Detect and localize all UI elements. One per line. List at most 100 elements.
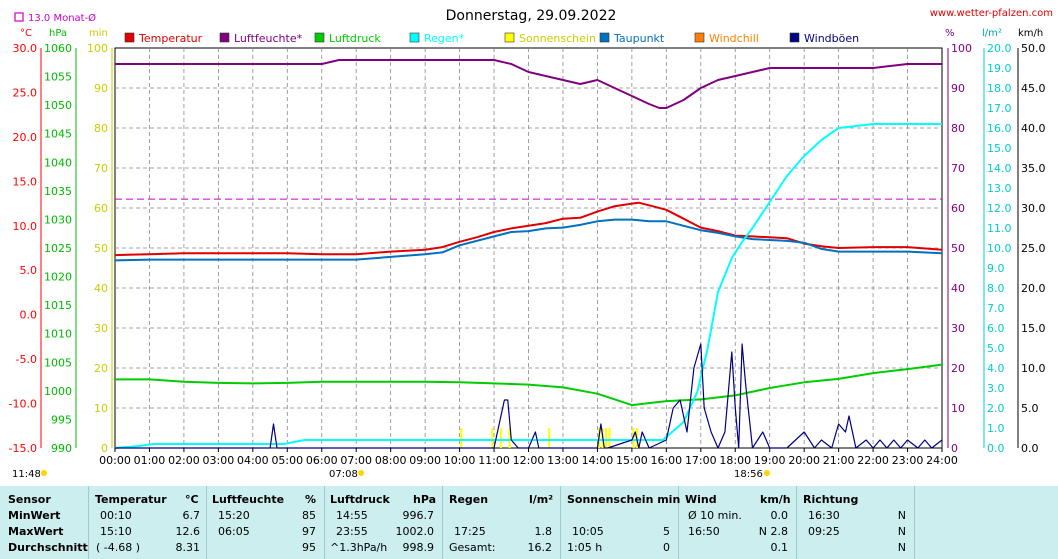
header-rain-unit: l/m²	[529, 493, 554, 506]
wind-tick-label: 30.0	[1021, 202, 1046, 215]
weather-chart: Donnerstag, 29.09.2022 www.wetter-pfalze…	[8, 8, 1053, 480]
humidity-tick-label: 30	[951, 322, 965, 335]
x-axis: 00:00 01:00 02:00 03:00 04:00 05:00 06:00 07:00…	[99, 448, 958, 467]
max-pressure-time: 23:55	[336, 525, 368, 538]
x-tick-label: 22:00	[857, 454, 889, 467]
rain-tick-label: 1.0	[987, 422, 1005, 435]
header-pressure-unit: hPa	[413, 493, 437, 506]
sunshine-tick-label: 80	[94, 122, 108, 135]
header-rain: Regen	[449, 493, 489, 506]
header-humidity-unit: %	[305, 493, 317, 506]
max-direction-value: N	[897, 525, 906, 538]
header-temperature: Temperatur	[95, 493, 167, 506]
rain-tick-label: 13.0	[987, 182, 1012, 195]
avg-temp-value: 8.31	[175, 541, 201, 554]
wind-tick-label: 15.0	[1021, 322, 1046, 335]
chart-title: Donnerstag, 29.09.2022	[446, 8, 617, 24]
temp-tick-label: 15.0	[13, 175, 38, 188]
legend-swatch	[694, 32, 705, 43]
x-tick-label: 09:00	[409, 454, 441, 467]
rain-tick-label: 14.0	[987, 162, 1012, 175]
humidity-tick-label: 80	[951, 122, 965, 135]
max-sun-value: 5	[663, 525, 670, 538]
rain-tick-label: 19.0	[987, 62, 1012, 75]
legend-swatch	[409, 32, 420, 43]
avg-sun-value: 0	[663, 541, 670, 554]
header-temperature-unit: °C	[185, 493, 199, 506]
temperatur-line	[114, 201, 943, 257]
max-pressure-value: 1002.0	[395, 525, 435, 538]
max-temp-time: 15:10	[100, 525, 132, 538]
x-tick-label: 15:00	[616, 454, 648, 467]
avg-pressure-value: 998.9	[402, 541, 435, 554]
legend-label: Taupunkt	[613, 32, 665, 45]
sunshine-bar	[491, 428, 494, 448]
wind-tick-label: 35.0	[1021, 162, 1046, 175]
avg-rain-time: Gesamt:	[449, 541, 496, 554]
rain-tick-label: 20.0	[987, 42, 1012, 55]
max-temp-value: 12.6	[175, 525, 201, 538]
sunshine-bar	[460, 428, 463, 448]
table-divider	[914, 486, 915, 559]
pressure-tick-label: 1045	[44, 128, 72, 141]
sunshine-tick-label: 90	[94, 82, 108, 95]
legend-label: Regen*	[424, 32, 465, 45]
max-rain-value: 1.8	[534, 525, 553, 538]
min-direction-value: N	[897, 509, 906, 522]
wind-tick-label: 5.0	[1021, 402, 1039, 415]
monthly-avg-label: 13.0 Monat-Ø	[28, 12, 96, 24]
min-pressure-value: 996.7	[402, 509, 435, 522]
wind-tick-label: 0.0	[1021, 442, 1039, 455]
x-tick-label: 13:00	[547, 454, 579, 467]
avg-direction-value: N	[897, 541, 906, 554]
sunset-time: 18:56	[734, 469, 763, 480]
avg-wind-value: 0.1	[770, 541, 789, 554]
pressure-tick-label: 1010	[44, 328, 72, 341]
rain-tick-label: 17.0	[987, 102, 1012, 115]
min-direction-time: 16:30	[808, 509, 840, 522]
max-wind-value: N 2.8	[758, 525, 788, 538]
legend-label: Luftdruck	[329, 32, 381, 45]
rain-tick-label: 7.0	[987, 302, 1005, 315]
header-wind: Wind	[685, 493, 717, 506]
legend-swatch	[599, 32, 610, 43]
day-length-sun-icon	[41, 470, 47, 476]
max-rain-time: 17:25	[454, 525, 486, 538]
x-tick-label: 19:00	[754, 454, 786, 467]
sunshine-bar	[608, 428, 611, 448]
avg-rain-value: 16.2	[527, 541, 553, 554]
humidity-tick-label: 70	[951, 162, 965, 175]
x-tick-label: 07:00	[340, 454, 372, 467]
temp-tick-label: 25.0	[13, 86, 38, 99]
header-pressure: Luftdruck	[330, 493, 390, 506]
max-humidity-value: 97	[302, 525, 316, 538]
x-tick-label: 02:00	[168, 454, 200, 467]
rain-tick-label: 11.0	[987, 222, 1012, 235]
wind-tick-label: 25.0	[1021, 242, 1046, 255]
wind-tick-label: 40.0	[1021, 122, 1046, 135]
sunshine-tick-label: 20	[94, 362, 108, 375]
x-tick-label: 06:00	[306, 454, 338, 467]
sunshine-tick-label: 50	[94, 242, 108, 255]
max-direction-time: 09:25	[808, 525, 840, 538]
legend-swatch	[504, 32, 515, 43]
min-temp-value: 6.7	[182, 509, 201, 522]
rain-tick-label: 9.0	[987, 262, 1005, 275]
header-wind-unit: km/h	[760, 493, 791, 506]
wind-tick-label: 10.0	[1021, 362, 1046, 375]
pressure-tick-label: 1040	[44, 156, 72, 169]
humidity-tick-label: 100	[951, 42, 972, 55]
avg-sun-time: 1:05 h	[567, 541, 603, 554]
humidity-tick-label: 0	[951, 442, 958, 455]
temp-tick-label: 0.0	[20, 309, 38, 322]
rain-tick-label: 4.0	[987, 362, 1005, 375]
max-humidity-time: 06:05	[218, 525, 250, 538]
temp-tick-label: -5.0	[16, 353, 37, 366]
rain-tick-label: 3.0	[987, 382, 1005, 395]
pressure-tick-label: 995	[51, 413, 72, 426]
rain-tick-label: 18.0	[987, 82, 1012, 95]
pressure-tick-label: 1000	[44, 385, 72, 398]
sunshine-tick-label: 40	[94, 282, 108, 295]
sunshine-bar	[499, 428, 502, 448]
table-divider	[560, 486, 561, 559]
